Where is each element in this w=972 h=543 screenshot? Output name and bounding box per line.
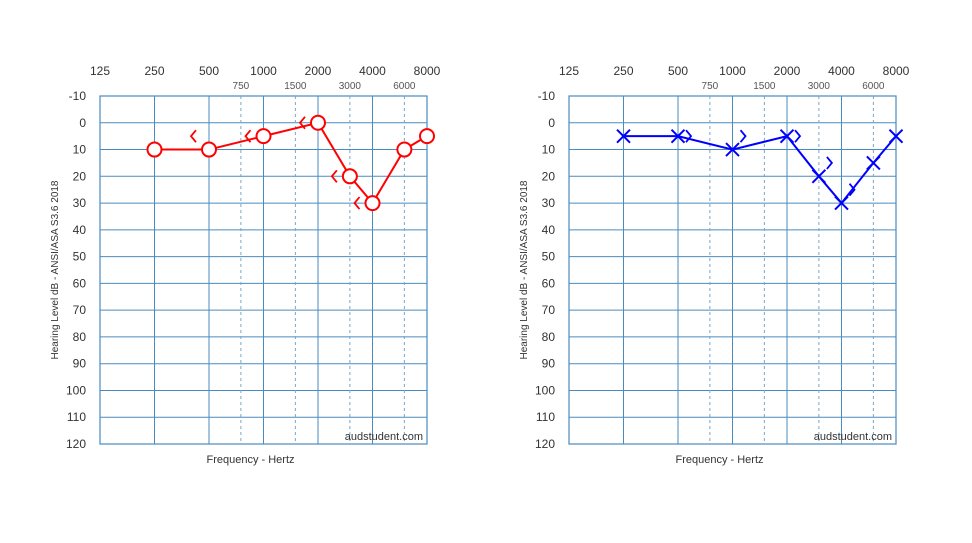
- y-axis-label: Hearing Level dB - ANSI/ASA S3.6 2018: [519, 180, 530, 359]
- bone-conduction-marker: [244, 129, 252, 143]
- air-conduction-line: [623, 135, 897, 205]
- air-conduction-marker: [834, 195, 849, 211]
- air-conduction-marker: [201, 141, 217, 158]
- bone-conduction-marker: [826, 156, 834, 170]
- mid-freq-label: 750: [702, 81, 719, 92]
- bone-conduction-marker: [189, 129, 197, 143]
- bone-conduction-marker: [685, 129, 693, 143]
- mid-freq-label: 6000: [862, 81, 885, 92]
- air-conduction-marker: [811, 169, 827, 184]
- air-conduction-marker: [419, 128, 435, 145]
- air-conduction-marker: [310, 114, 326, 131]
- bone-conduction-marker: [298, 116, 306, 130]
- bone-conduction-marker: [794, 129, 802, 143]
- y-tick-label: 120: [535, 437, 555, 451]
- mid-freq-label: 1500: [753, 81, 776, 92]
- y-tick-label: 110: [67, 410, 86, 424]
- top-freq-label: 500: [199, 64, 219, 78]
- air-conduction-marker: [670, 128, 686, 144]
- watermark-text: audstudent.com: [345, 431, 423, 443]
- top-freq-label: 250: [144, 64, 164, 78]
- y-tick-label: 90: [542, 357, 556, 371]
- y-tick-label: 0: [548, 116, 555, 130]
- mid-freq-label: 1500: [284, 81, 307, 92]
- air-conduction-marker: [364, 195, 381, 212]
- y-tick-label: 100: [66, 383, 86, 397]
- top-freq-label: 2000: [774, 64, 801, 78]
- y-tick-label: 50: [542, 250, 556, 264]
- top-freq-label: 1000: [719, 64, 746, 78]
- y-tick-label: 20: [73, 169, 87, 183]
- bone-conduction-marker: [739, 129, 747, 143]
- y-tick-label: 40: [73, 223, 87, 237]
- air-conduction-marker: [396, 141, 413, 158]
- y-tick-label: 70: [73, 303, 87, 317]
- y-tick-label: 60: [542, 276, 556, 290]
- y-tick-label: 10: [73, 143, 87, 157]
- top-freq-label: 250: [613, 64, 633, 78]
- y-tick-label: 70: [542, 303, 556, 317]
- y-tick-label: 110: [536, 410, 555, 424]
- y-tick-label: 40: [542, 223, 556, 237]
- air-conduction-marker: [616, 128, 631, 144]
- y-tick-label: -10: [69, 89, 87, 103]
- bone-conduction-marker: [330, 169, 338, 183]
- top-freq-label: 1000: [250, 64, 277, 78]
- y-tick-label: 80: [542, 330, 556, 344]
- top-freq-label: 4000: [828, 64, 855, 78]
- air-conduction-marker: [888, 128, 904, 144]
- x-axis-label: Frequency - Hertz: [675, 454, 763, 466]
- y-tick-label: 30: [73, 196, 87, 210]
- audiogram-left: -10 0 10 20 30 40 50 60 70 80 90 100 110 120 125 250 500…: [519, 64, 910, 466]
- top-freq-label: 500: [668, 64, 688, 78]
- bone-conduction-marker: [353, 196, 361, 210]
- top-freq-label: 2000: [305, 64, 332, 78]
- air-conduction-marker: [146, 141, 163, 158]
- air-conduction-marker: [725, 142, 740, 157]
- air-conduction-marker: [779, 128, 795, 144]
- y-tick-label: 30: [542, 196, 556, 210]
- air-conduction-marker: [866, 155, 881, 171]
- top-freq-label: 125: [559, 64, 579, 78]
- y-tick-label: 100: [535, 383, 555, 397]
- top-freq-label: 4000: [359, 64, 386, 78]
- air-conduction-line: [154, 121, 428, 205]
- air-conduction-marker: [341, 168, 358, 185]
- mid-freq-label: 3000: [339, 81, 362, 92]
- y-tick-label: 10: [542, 143, 556, 157]
- x-axis-label: Frequency - Hertz: [206, 454, 294, 466]
- y-tick-label: -10: [538, 89, 556, 103]
- bone-conduction-marker: [848, 183, 856, 197]
- top-freq-label: 8000: [414, 64, 441, 78]
- y-tick-label: 50: [73, 250, 87, 264]
- mid-freq-label: 6000: [393, 81, 416, 92]
- y-tick-label: 60: [73, 276, 87, 290]
- y-tick-label: 80: [73, 330, 87, 344]
- mid-freq-label: 750: [233, 81, 250, 92]
- y-axis-label: Hearing Level dB - ANSI/ASA S3.6 2018: [50, 180, 61, 359]
- top-freq-label: 8000: [883, 64, 910, 78]
- mid-freq-label: 3000: [808, 81, 831, 92]
- air-conduction-marker: [255, 128, 272, 145]
- top-freq-label: 125: [90, 64, 110, 78]
- watermark-text: audstudent.com: [814, 431, 892, 443]
- y-tick-label: 0: [79, 116, 86, 130]
- y-tick-label: 90: [73, 357, 87, 371]
- audiogram-right: -10 0 10 20 30 40 50 60 70 80 90 100 110 120 125 250 500…: [50, 64, 441, 466]
- y-tick-label: 120: [66, 437, 86, 451]
- y-tick-label: 20: [542, 169, 556, 183]
